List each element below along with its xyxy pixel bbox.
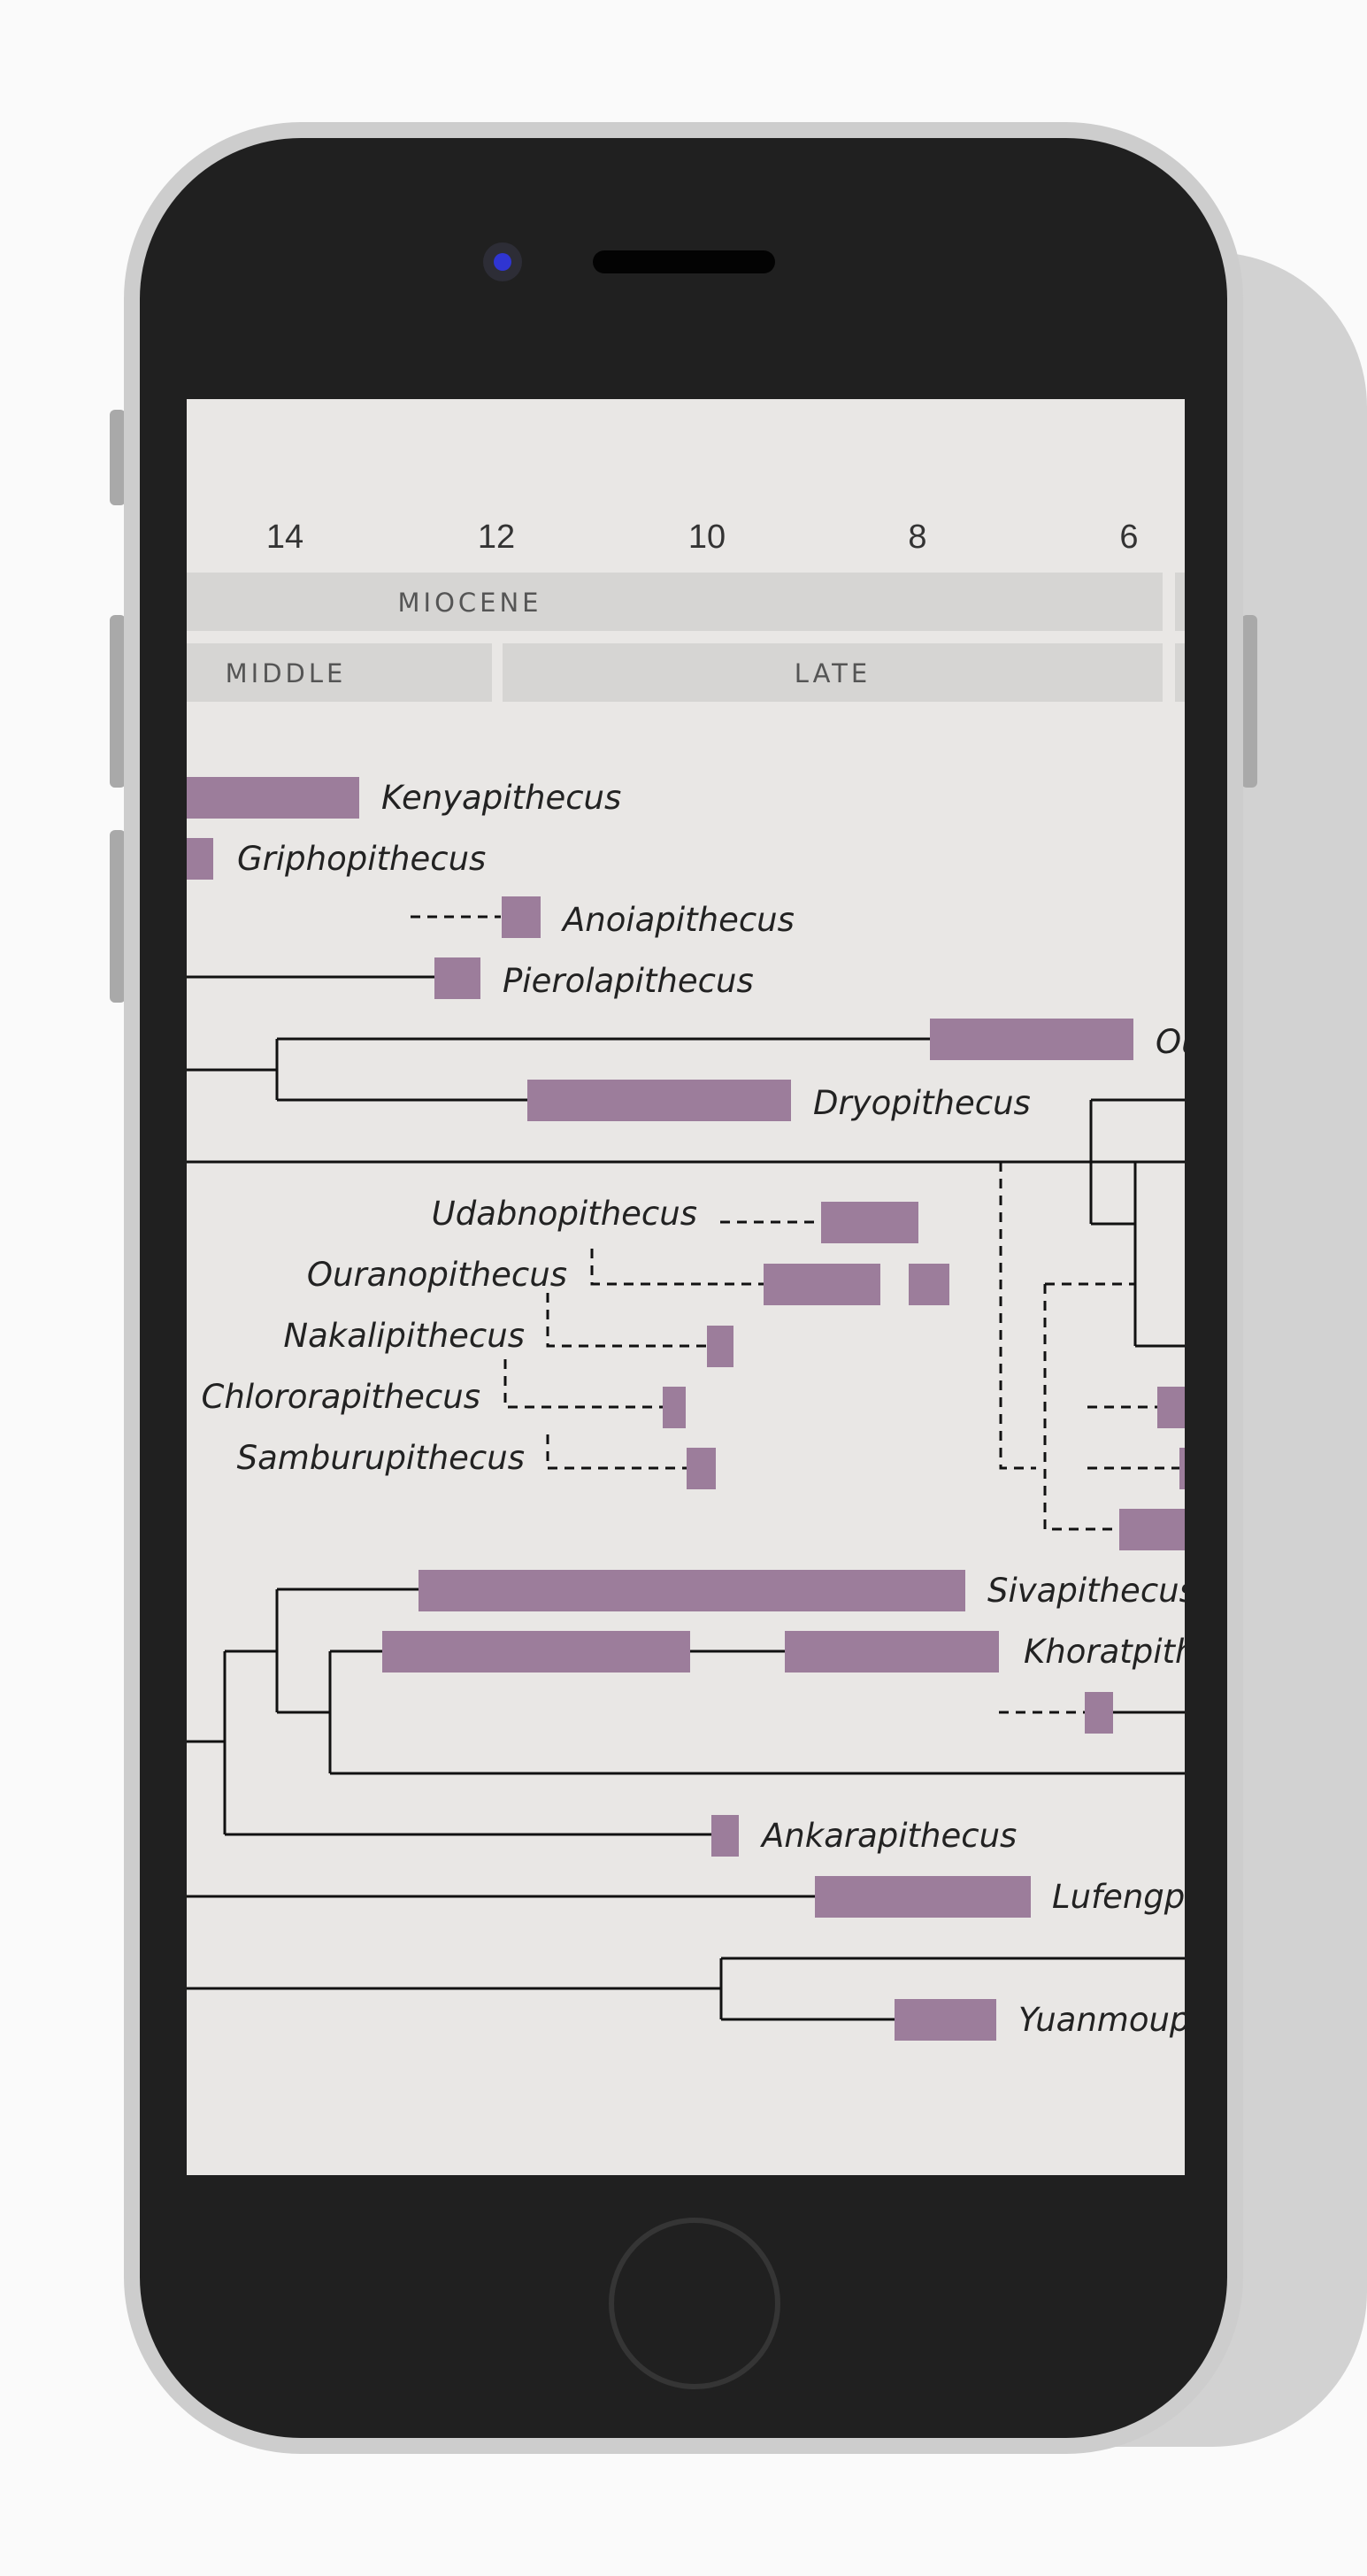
range-bar bbox=[764, 1264, 880, 1305]
epoch-bands: MIOCENE MIDDLE LATE bbox=[187, 573, 1185, 702]
range-bar bbox=[663, 1387, 686, 1428]
taxon-label: Sivapithecus bbox=[987, 1572, 1185, 1610]
volume-down-button[interactable] bbox=[110, 830, 126, 1003]
range-bar bbox=[707, 1326, 733, 1367]
epoch-band-miocene bbox=[187, 573, 1163, 631]
range-bar bbox=[382, 1631, 690, 1672]
range-bar bbox=[785, 1631, 999, 1672]
subepoch-band-late bbox=[503, 643, 1163, 702]
earpiece-speaker bbox=[593, 250, 775, 273]
range-bar bbox=[187, 777, 359, 819]
range-bar bbox=[687, 1448, 716, 1489]
range-bar bbox=[1085, 1692, 1113, 1734]
axis-tick: 14 bbox=[266, 519, 303, 556]
taxon-label: Samburupithecus bbox=[237, 1439, 525, 1477]
taxon-label: Dryopithecus bbox=[813, 1084, 1031, 1122]
taxon-label: Griphopithecus bbox=[237, 840, 486, 878]
range-bar bbox=[930, 1019, 1133, 1060]
taxon-label: Yuanmoupi bbox=[1018, 2001, 1185, 2039]
range-bar bbox=[1157, 1387, 1185, 1428]
taxon-label: Ankarapithecus bbox=[760, 1817, 1017, 1855]
taxon-label: Anoiapithecus bbox=[561, 901, 795, 939]
taxon-label: Ouranopithecus bbox=[307, 1256, 567, 1294]
subepoch-label: LATE bbox=[795, 658, 871, 688]
subepoch-band-next bbox=[1175, 643, 1185, 702]
phylogeny-chart: 14 12 10 8 6 MIOCENE MIDDLE LATE bbox=[187, 519, 1186, 2041]
range-bar bbox=[821, 1202, 918, 1243]
taxon-label: Khoratpith bbox=[1024, 1633, 1185, 1671]
subepoch-label: MIDDLE bbox=[226, 658, 347, 688]
axis-tick: 10 bbox=[688, 519, 726, 556]
phone-screen[interactable]: 14 12 10 8 6 MIOCENE MIDDLE LATE bbox=[187, 399, 1185, 2175]
range-bar bbox=[711, 1815, 739, 1857]
taxon-label: Lufengpit bbox=[1052, 1878, 1185, 1916]
epoch-band-next bbox=[1175, 573, 1185, 631]
home-button[interactable] bbox=[609, 2218, 780, 2389]
taxon-labels: Kenyapithecus Griphopithecus Anoiapithec… bbox=[202, 779, 1186, 2039]
mute-switch[interactable] bbox=[110, 410, 126, 505]
range-bars bbox=[187, 777, 1185, 2041]
subepoch-band-middle bbox=[187, 643, 492, 702]
taxon-label: Ou bbox=[1156, 1023, 1185, 1061]
axis-tick: 12 bbox=[478, 519, 515, 556]
taxon-label: Kenyapithecus bbox=[381, 779, 621, 817]
range-bar bbox=[502, 896, 541, 938]
range-bar bbox=[909, 1264, 949, 1305]
tree-dashed-branches bbox=[411, 915, 1179, 1714]
range-bar bbox=[434, 957, 480, 999]
range-bar bbox=[527, 1080, 791, 1121]
taxon-label: Udabnopithecus bbox=[432, 1195, 697, 1233]
tree-branches bbox=[187, 975, 1185, 2021]
taxon-label: Pierolapithecus bbox=[503, 962, 754, 1000]
range-bar bbox=[1119, 1509, 1185, 1550]
epoch-label: MIOCENE bbox=[398, 588, 542, 618]
volume-up-button[interactable] bbox=[110, 615, 126, 788]
axis-tick: 6 bbox=[1119, 519, 1138, 556]
time-axis: 14 12 10 8 6 bbox=[266, 519, 1139, 556]
range-bar bbox=[895, 1999, 996, 2041]
axis-tick: 8 bbox=[908, 519, 926, 556]
range-bar bbox=[419, 1570, 965, 1611]
power-button[interactable] bbox=[1241, 615, 1257, 788]
range-bar bbox=[187, 838, 213, 880]
taxon-label: Chlororapithecus bbox=[202, 1378, 481, 1416]
range-bar bbox=[1179, 1448, 1185, 1489]
taxon-label: Nakalipithecus bbox=[283, 1317, 525, 1355]
front-camera bbox=[483, 242, 522, 281]
range-bar bbox=[815, 1876, 1031, 1918]
